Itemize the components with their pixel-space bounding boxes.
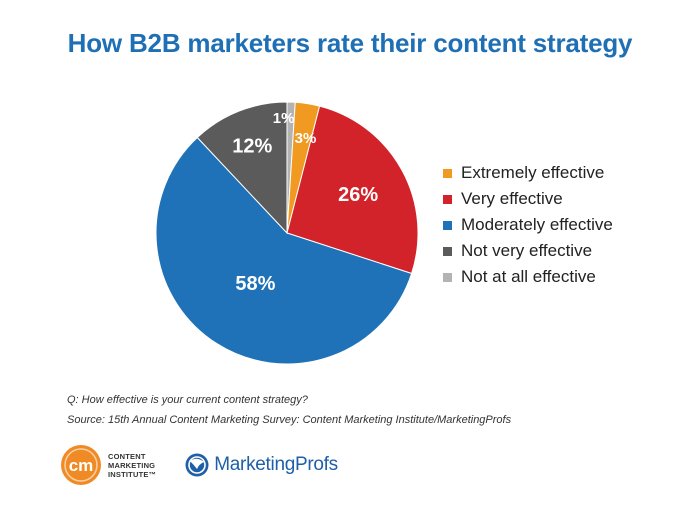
marketingprofs-wordmark: MarketingProfs [214, 454, 338, 475]
legend-item-not-very-effective: Not very effective [443, 238, 613, 264]
legend-swatch [443, 246, 452, 256]
legend-label: Moderately effective [461, 215, 613, 234]
legend-swatch [443, 168, 452, 178]
cmi-logo-ring [64, 448, 98, 482]
legend: Extremely effective Very effective Moder… [443, 160, 613, 290]
cmi-logo: cm CONTENT MARKETING INSTITUTE™ [60, 444, 156, 486]
cmi-line-2: MARKETING [108, 460, 156, 470]
cmi-logo-circle [61, 445, 101, 485]
chart-notes: Q: How effective is your current content… [67, 390, 511, 430]
globe-icon [185, 453, 209, 477]
pie-slice-very-effective [286, 105, 419, 275]
cmi-line-3: INSTITUTE™ [108, 469, 157, 479]
source-credit: Source: 15th Annual Content Marketing Su… [67, 414, 512, 426]
cmi-logo-text: CONTENT MARKETING INSTITUTE™ [108, 452, 156, 479]
marketingprofs-logo: MarketingProfs [184, 452, 338, 478]
pie-slices [155, 101, 419, 365]
pie-label-not-at-all-effective: 1% [273, 110, 295, 127]
legend-label: Very effective [461, 189, 563, 208]
legend-item-moderately-effective: Moderately effective [443, 212, 613, 238]
cmi-logo-mark: cm [61, 445, 101, 485]
legend-swatch [443, 272, 452, 282]
legend-swatch [443, 194, 452, 204]
legend-swatch [443, 220, 452, 230]
legend-label: Not at all effective [461, 267, 596, 286]
cmi-line-1: CONTENT [108, 451, 146, 461]
pie-label-very-effective: 26% [338, 184, 378, 206]
pie-label-extremely-effective: 3% [295, 130, 317, 147]
chart-title: How B2B marketers rate their content str… [67, 28, 633, 58]
legend-item-not-at-all-effective: Not at all effective [443, 264, 613, 290]
survey-question: Q: How effective is your current content… [67, 394, 308, 406]
pie-slice-moderately-effective [155, 136, 413, 365]
pie-label-not-very-effective: 12% [232, 135, 272, 157]
cmi-logo-letters: cm [69, 456, 94, 475]
pie-label-moderately-effective: 58% [235, 273, 275, 295]
legend-item-very-effective: Very effective [443, 186, 613, 212]
pie-slice-labels: 1%3% 26% 58% 12% [232, 110, 378, 295]
logo-bar: cm CONTENT MARKETING INSTITUTE™ Marketin… [60, 444, 338, 486]
pie-slice-not-very-effective [196, 101, 288, 235]
legend-label: Not very effective [461, 241, 593, 260]
legend-item-extremely-effective: Extremely effective [443, 160, 613, 186]
legend-label: Extremely effective [461, 163, 605, 182]
